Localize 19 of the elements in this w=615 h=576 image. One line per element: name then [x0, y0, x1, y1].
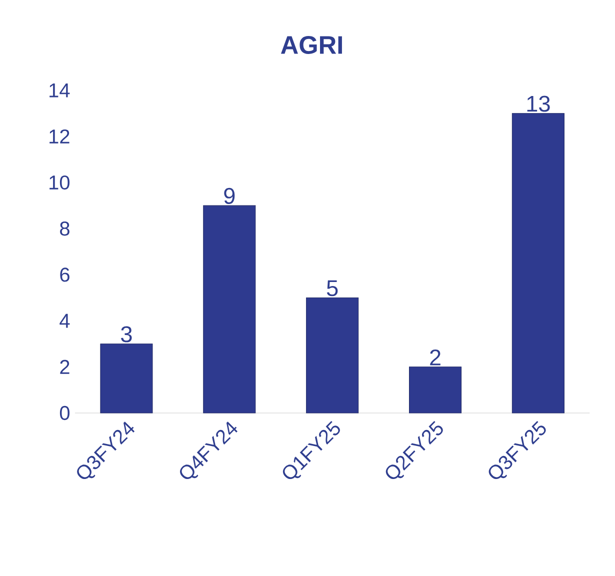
y-tick-label: 10 — [50, 175, 70, 190]
y-tick-label: 0 — [60, 406, 70, 420]
y-tick-label: 8 — [60, 222, 70, 236]
y-tick-label: 14 — [50, 83, 70, 98]
y-tick-label: 4 — [60, 314, 70, 328]
data-label: 5 — [326, 280, 338, 296]
y-tick-label: 12 — [50, 129, 70, 144]
data-label: 13 — [527, 96, 550, 112]
y-tick-label: 6 — [60, 268, 70, 282]
data-label: 9 — [224, 188, 235, 204]
bar — [408, 366, 462, 414]
y-tick-label: 2 — [60, 360, 70, 374]
data-label: 2 — [430, 349, 440, 366]
bar — [306, 297, 359, 414]
chart-title: AGRI — [280, 36, 342, 54]
bar — [512, 113, 564, 414]
data-label: 3 — [121, 326, 132, 342]
bar — [203, 205, 256, 414]
bar — [100, 344, 153, 414]
